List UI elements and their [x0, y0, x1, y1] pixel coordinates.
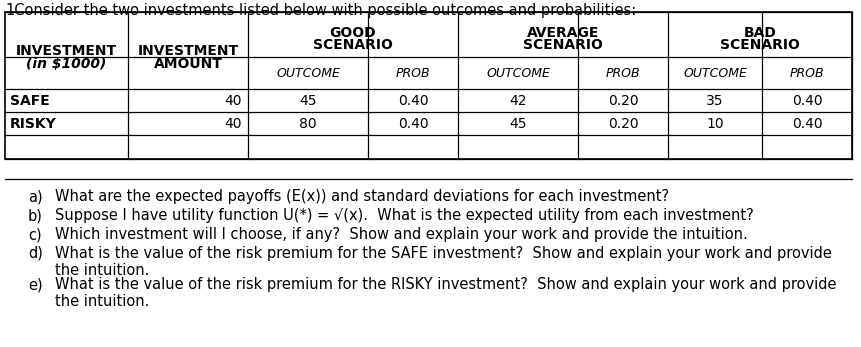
Text: SCENARIO: SCENARIO	[719, 37, 799, 51]
Text: 45: 45	[509, 117, 526, 130]
Bar	[5, 12, 851, 159]
Text: 0.40: 0.40	[790, 117, 821, 130]
Text: 80: 80	[299, 117, 317, 130]
Text: OUTCOME: OUTCOME	[682, 67, 746, 79]
Text: 40: 40	[224, 117, 242, 130]
Text: (in $1000): (in $1000)	[27, 57, 107, 70]
Text: Which investment will I choose, if any?  Show and explain your work and provide : Which investment will I choose, if any? …	[55, 227, 746, 242]
Text: 1: 1	[5, 3, 15, 18]
Text: What is the value of the risk premium for the RISKY investment?  Show and explai: What is the value of the risk premium fo…	[55, 277, 835, 292]
Text: 42: 42	[509, 93, 526, 108]
Text: OUTCOME: OUTCOME	[276, 67, 339, 79]
Text: a): a)	[28, 189, 42, 204]
Text: SCENARIO: SCENARIO	[313, 37, 393, 51]
Text: PROB: PROB	[395, 67, 430, 79]
Text: PROB: PROB	[789, 67, 823, 79]
Text: BAD: BAD	[743, 25, 776, 40]
Text: GOOD: GOOD	[329, 25, 376, 40]
Text: SCENARIO: SCENARIO	[523, 37, 602, 51]
Text: Consider the two investments listed below with possible outcomes and probabiliti: Consider the two investments listed belo…	[5, 3, 635, 18]
Text: Suppose I have utility function U(*) = √(x).  What is the expected utility from : Suppose I have utility function U(*) = √…	[55, 208, 753, 223]
Text: INVESTMENT: INVESTMENT	[15, 43, 117, 58]
Text: What is the value of the risk premium for the SAFE investment?  Show and explain: What is the value of the risk premium fo…	[55, 246, 831, 261]
Text: 40: 40	[224, 93, 242, 108]
Text: 0.20: 0.20	[607, 117, 638, 130]
Text: 45: 45	[299, 93, 316, 108]
Text: OUTCOME: OUTCOME	[486, 67, 549, 79]
Text: SAFE: SAFE	[10, 93, 50, 108]
Text: c): c)	[28, 227, 41, 242]
Text: RISKY: RISKY	[10, 117, 57, 130]
Text: PROB: PROB	[605, 67, 640, 79]
Text: e): e)	[28, 277, 42, 292]
Text: the intuition.: the intuition.	[55, 294, 149, 309]
Text: 35: 35	[705, 93, 723, 108]
Text: 0.40: 0.40	[397, 117, 428, 130]
Text: 0.40: 0.40	[790, 93, 821, 108]
Text: b): b)	[28, 208, 43, 223]
Text: What are the expected payoffs (E(x)) and standard deviations for each investment: What are the expected payoffs (E(x)) and…	[55, 189, 668, 204]
Text: the intuition.: the intuition.	[55, 263, 149, 278]
Text: AVERAGE: AVERAGE	[526, 25, 598, 40]
Text: AMOUNT: AMOUNT	[153, 57, 222, 70]
Text: d): d)	[28, 246, 43, 261]
Text: 0.40: 0.40	[397, 93, 428, 108]
Text: 0.20: 0.20	[607, 93, 638, 108]
Text: 10: 10	[705, 117, 723, 130]
Text: INVESTMENT: INVESTMENT	[137, 43, 238, 58]
